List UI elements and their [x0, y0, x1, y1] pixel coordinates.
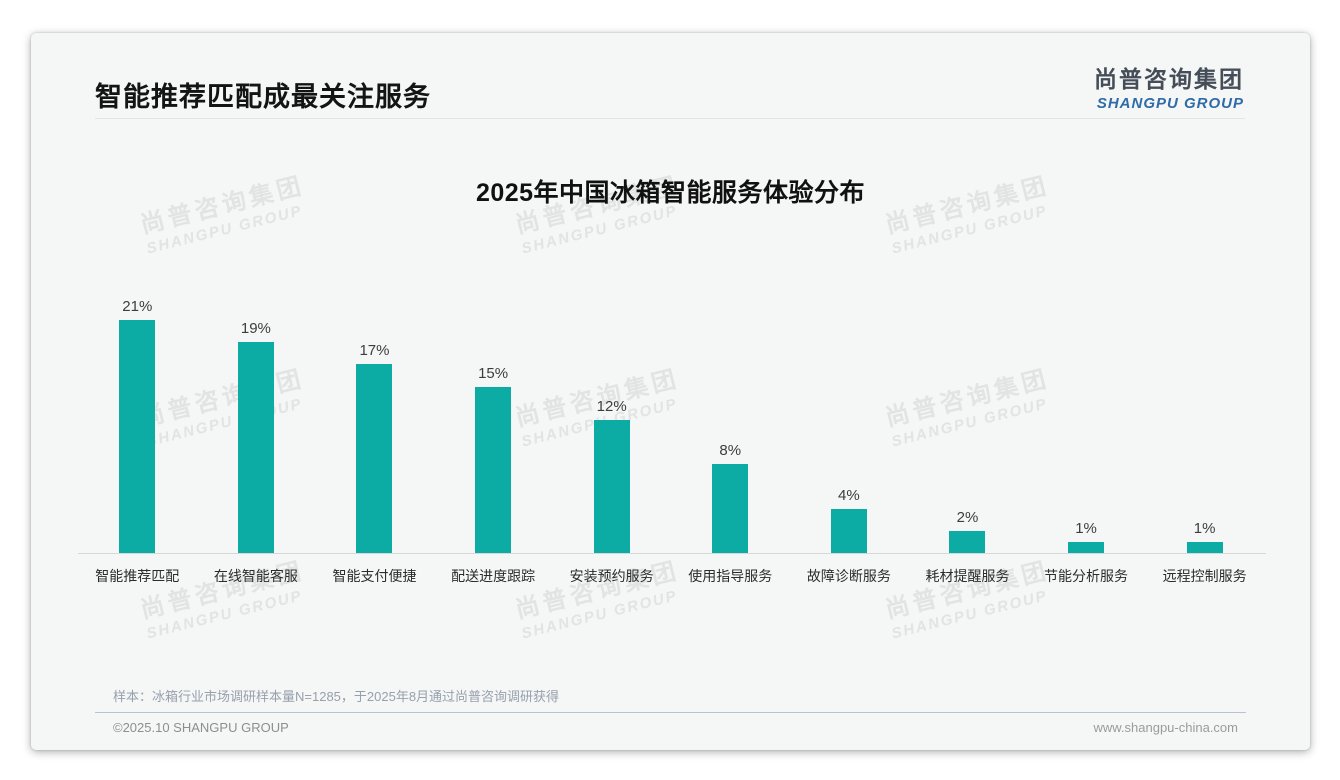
bar-value-label: 19% — [240, 320, 271, 338]
category-label: 智能推荐匹配 — [95, 568, 180, 584]
logo-english-name: SHANGPU GROUP — [1096, 95, 1244, 112]
bar — [475, 386, 512, 553]
bar — [712, 464, 749, 553]
bar-column: 2% — [908, 263, 1027, 553]
header-divider — [95, 118, 1245, 119]
bar-column: 8% — [671, 263, 790, 553]
bar-value-label: 17% — [359, 342, 390, 360]
bar-value-label: 1% — [1075, 519, 1097, 537]
bar — [949, 530, 986, 553]
x-axis-labels: 智能推荐匹配 在线智能客服 智能支付便捷 配送进度跟踪 安装预约服务 使用指导服务 故障诊断… — [78, 566, 1264, 586]
bar-chart-plot: 21% 19% 17% 15% 12% 8% 4% 2% 1% 1% — [78, 263, 1264, 553]
bar-value-label: 2% — [956, 508, 979, 526]
bar-column: 1% — [1027, 263, 1146, 553]
bar-value-label: 21% — [122, 297, 153, 315]
bar-value-label: 12% — [596, 397, 627, 415]
copyright-text: ©2025.10 SHANGPU GROUP — [113, 720, 289, 735]
category-label: 耗材提醒服务 — [925, 568, 1010, 584]
category-label: 在线智能客服 — [213, 568, 298, 584]
bar — [356, 364, 393, 553]
bar-column: 19% — [197, 263, 316, 553]
bar-column: 12% — [552, 263, 671, 553]
category-label: 远程控制服务 — [1162, 568, 1247, 584]
bar — [1068, 541, 1105, 553]
x-axis-line — [78, 553, 1266, 554]
bar — [593, 419, 630, 553]
page-title: 智能推荐匹配成最关注服务 — [95, 82, 431, 112]
logo-chinese-name: 尚普咨询集团 — [1094, 66, 1244, 92]
chart-title: 2025年中国冰箱智能服务体验分布 — [475, 179, 866, 207]
bar — [1186, 541, 1223, 553]
company-logo: 尚普咨询集团 SHANGPU GROUP — [1094, 60, 1244, 112]
bar-value-label: 8% — [719, 442, 742, 460]
footer-divider — [95, 712, 1246, 713]
bar — [830, 508, 867, 553]
category-label: 使用指导服务 — [688, 568, 773, 584]
bar-column: 15% — [434, 263, 553, 553]
sample-footnote: 样本：冰箱行业市场调研样本量N=1285，于2025年8月通过尚普咨询调研获得 — [113, 689, 560, 704]
category-label: 智能支付便捷 — [332, 568, 417, 584]
bar — [237, 342, 274, 553]
slide-card: 尚普咨询集团 SHANGPU GROUP 尚普咨询集团 SHANGPU GROUP 尚普… — [31, 33, 1310, 750]
category-label: 故障诊断服务 — [806, 568, 891, 584]
bar-column: 21% — [78, 263, 197, 553]
category-label: 配送进度跟踪 — [451, 568, 536, 584]
bar-column: 17% — [315, 263, 434, 553]
website-url: www.shangpu-china.com — [1093, 720, 1238, 735]
bar-column: 1% — [1145, 263, 1264, 553]
bar — [119, 319, 156, 553]
bar-value-label: 4% — [838, 486, 860, 504]
bar-column: 4% — [790, 263, 909, 553]
bar-value-label: 15% — [478, 364, 509, 382]
category-label: 安装预约服务 — [569, 568, 654, 584]
category-label: 节能分析服务 — [1044, 568, 1129, 584]
bar-value-label: 1% — [1193, 519, 1216, 537]
